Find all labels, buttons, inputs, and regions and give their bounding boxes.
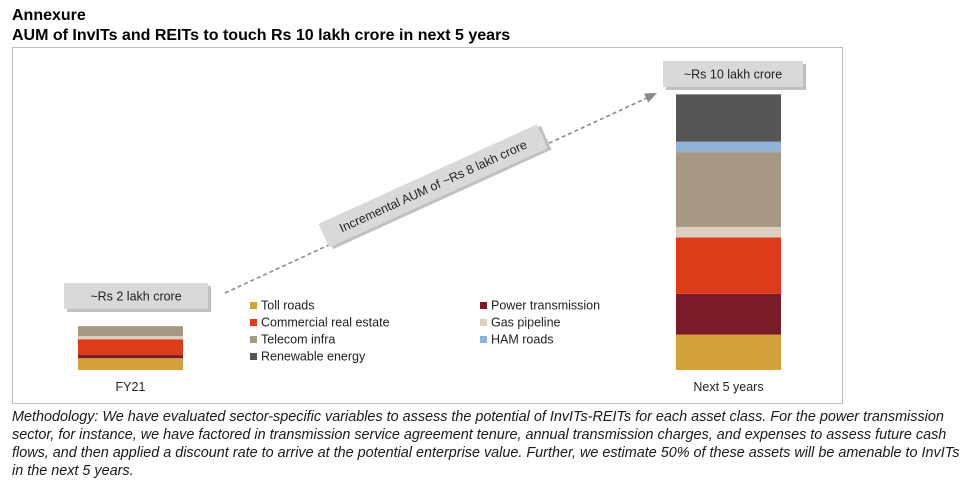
chart-frame: FY21 Next 5 years ~Rs 2 lakh crore ~Rs 10 l… <box>12 47 843 404</box>
bar-fy21-toll-roads <box>78 358 183 370</box>
bar-fy21-commercial-real-estate <box>78 339 183 356</box>
legend-swatch-toll-roads <box>250 302 257 309</box>
incremental-aum-box <box>318 124 548 248</box>
legend-swatch-commercial-real-estate <box>250 319 257 326</box>
bar-next-5-years-commercial-real-estate <box>676 237 781 294</box>
incremental-aum-annotation: Incremental AUM of ~Rs 8 lakh crore <box>318 124 552 250</box>
annotation-fy21-total-label: ~Rs 2 lakh crore <box>90 290 181 304</box>
x-tick-label-next-5-years: Next 5 years <box>693 380 763 394</box>
bar-next-5-years-power-transmission <box>676 293 781 335</box>
bar-fy21-power-transmission <box>78 355 183 359</box>
methodology-note: Methodology: We have evaluated sector-sp… <box>12 409 960 479</box>
legend-label-power-transmission: Power transmission <box>491 299 600 313</box>
chart-title: AUM of InvITs and REITs to touch Rs 10 l… <box>12 27 511 44</box>
annotation-next5-total-label: ~Rs 10 lakh crore <box>684 68 782 82</box>
incremental-arrow-head <box>644 93 657 103</box>
legend-label-commercial-real-estate: Commercial real estate <box>261 316 390 330</box>
bar-next-5-years-renewable-energy <box>676 94 781 142</box>
bar-next-5-years-gas-pipeline <box>676 226 781 238</box>
legend-label-telecom-infra: Telecom infra <box>261 333 335 347</box>
legend-label-renewable-energy: Renewable energy <box>261 350 366 364</box>
x-tick-label-fy21: FY21 <box>116 380 146 394</box>
bar-next-5-years-telecom-infra <box>676 152 781 227</box>
legend-swatch-renewable-energy <box>250 353 257 360</box>
legend-swatch-telecom-infra <box>250 336 257 343</box>
legend-swatch-power-transmission <box>480 302 487 309</box>
incremental-aum-label: Incremental AUM of ~Rs 8 lakh crore <box>337 138 529 236</box>
bar-fy21-telecom-infra <box>78 326 183 337</box>
bar-fy21-gas-pipeline <box>78 336 183 340</box>
annotation-next5-total-box <box>663 61 803 87</box>
section-title: Annexure <box>12 7 86 24</box>
legend-label-ham-roads: HAM roads <box>491 333 554 347</box>
legend-label-gas-pipeline: Gas pipeline <box>491 316 561 330</box>
annotation-fy21-total-box <box>64 283 208 309</box>
chart: FY21 Next 5 years ~Rs 2 lakh crore ~Rs 10 l… <box>64 61 806 394</box>
legend-swatch-ham-roads <box>480 336 487 343</box>
bar-next-5-years-ham-roads <box>676 141 781 153</box>
bar-next-5-years-toll-roads <box>676 334 781 370</box>
legend-swatch-gas-pipeline <box>480 319 487 326</box>
legend-label-toll-roads: Toll roads <box>261 299 315 313</box>
